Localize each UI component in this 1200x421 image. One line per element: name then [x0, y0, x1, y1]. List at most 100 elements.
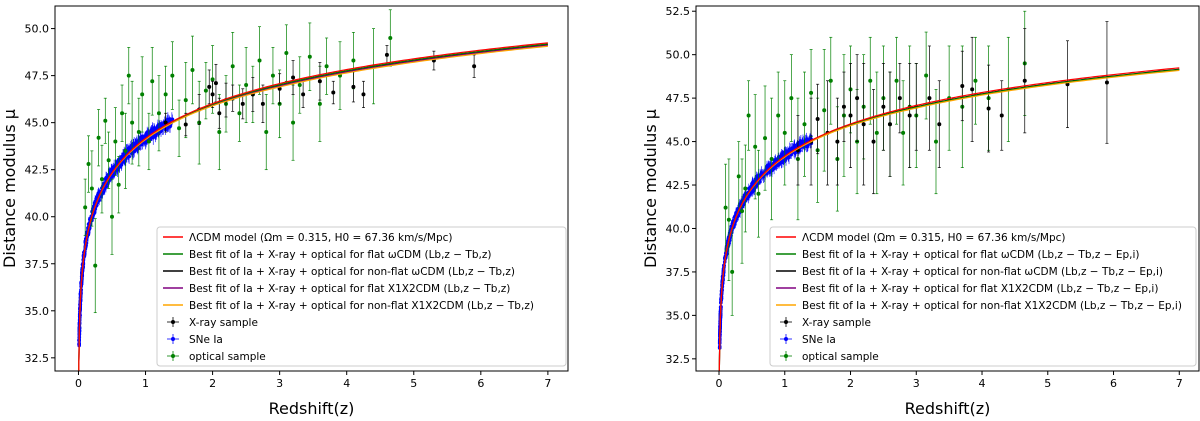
x-tick-label: 4 — [979, 377, 986, 390]
optical-point — [782, 130, 787, 135]
optical-point — [140, 92, 145, 97]
plot-area — [717, 10, 1180, 371]
legend: ΛCDM model (Ωm = 0.315, H0 = 67.36 km/s/… — [156, 226, 567, 367]
x-tick-label: 6 — [1110, 377, 1117, 390]
xray-point — [291, 75, 296, 80]
optical-point — [933, 139, 938, 144]
optical-point — [740, 209, 745, 214]
y-tick-label: 45.0 — [25, 117, 50, 130]
legend-entry-label: Best fit of Ia + X-ray + optical for non… — [802, 300, 1182, 312]
legend-swatch-marker — [784, 337, 788, 341]
optical-point — [113, 139, 118, 144]
x-tick-label: 2 — [847, 377, 854, 390]
xray-point — [472, 64, 477, 69]
optical-point — [284, 51, 289, 56]
optical-point — [726, 217, 731, 222]
legend-swatch-marker — [171, 337, 175, 341]
optical-point — [83, 205, 88, 210]
optical-point — [868, 78, 873, 83]
legend-entry-label: SNe Ia — [802, 334, 836, 346]
y-tick-label: 37.5 — [25, 258, 50, 271]
model-curve-1 — [718, 67, 1180, 371]
x-tick-label: 1 — [142, 377, 149, 390]
optical-point — [110, 214, 114, 219]
optical-point — [163, 92, 168, 97]
y-tick-label: 32.5 — [666, 353, 691, 366]
legend-swatch-marker — [171, 320, 175, 324]
y-tick-label: 42.5 — [25, 164, 50, 177]
x-tick-label: 2 — [209, 377, 216, 390]
x-tick-label: 3 — [276, 377, 283, 390]
x-tick-label: 5 — [1044, 377, 1051, 390]
optical-point — [264, 130, 269, 135]
optical-point — [156, 111, 161, 116]
optical-point — [210, 77, 215, 82]
sne-ia-point — [127, 154, 131, 159]
xray-point — [301, 92, 306, 97]
legend-entry-label: Best fit of Ia + X-ray + optical for fla… — [802, 283, 1158, 295]
y-tick-label: 32.5 — [25, 352, 50, 365]
y-tick-label: 45.0 — [666, 136, 691, 149]
xray-point — [351, 84, 356, 89]
xray-point — [970, 87, 975, 92]
xray-point — [907, 113, 912, 118]
legend-entry-label: SNe Ia — [189, 334, 223, 346]
x-tick-label: 0 — [75, 377, 82, 390]
legend: ΛCDM model (Ωm = 0.315, H0 = 67.36 km/s/… — [769, 226, 1197, 367]
sne-ia-point — [138, 136, 143, 140]
optical-point — [769, 156, 774, 161]
xray-point — [331, 90, 336, 95]
optical-point — [146, 139, 151, 144]
optical-point — [756, 191, 761, 196]
sne-ia-point — [136, 139, 140, 143]
y-tick-label: 40.0 — [666, 222, 691, 235]
optical-point — [136, 130, 141, 135]
optical-point — [116, 182, 121, 187]
y-tick-label: 47.5 — [25, 70, 50, 83]
optical-point — [736, 174, 741, 179]
xray-point — [277, 86, 282, 91]
xray-point — [384, 52, 389, 57]
xray-point — [240, 101, 245, 106]
y-tick-label: 35.0 — [25, 305, 50, 318]
legend-entry-label: optical sample — [802, 351, 879, 363]
sne-ia-point — [151, 127, 155, 132]
x-axis-label: Redshift(z) — [269, 399, 355, 418]
y-axis-label: Distance modulus μ — [641, 109, 660, 268]
chart-panel-2: 0 1 2 3 4 5 6 7 32.5 35.0 37.5 40.0 42.5 45.0 47.5 50.0… — [641, 5, 1200, 418]
optical-point — [150, 79, 155, 84]
axes-frame — [54, 5, 569, 372]
optical-point — [203, 88, 208, 93]
optical-point — [874, 130, 879, 135]
optical-point — [291, 120, 296, 125]
x-tick-label: 1 — [781, 377, 788, 390]
xray-point — [871, 139, 876, 144]
y-tick-label: 35.0 — [666, 309, 691, 322]
legend-entry-label: Best fit of Ia + X-ray + optical for non… — [802, 266, 1163, 278]
sne-ia-point — [127, 146, 131, 151]
x-axis-label: Redshift(z) — [905, 399, 991, 418]
optical-point — [388, 35, 393, 40]
y-tick-label: 40.0 — [25, 211, 50, 224]
xray-point — [835, 139, 840, 144]
sne-ia-point — [103, 177, 108, 181]
xray-point — [1022, 78, 1027, 83]
optical-point — [822, 108, 827, 113]
optical-point — [776, 113, 781, 118]
optical-point — [973, 78, 978, 83]
optical-point — [297, 83, 302, 88]
y-tick-label: 50.0 — [25, 23, 50, 36]
x-tick-label: 4 — [343, 377, 350, 390]
xray-point — [207, 84, 212, 89]
plot-area — [77, 9, 548, 371]
optical-point — [123, 148, 128, 153]
optical-point — [723, 205, 728, 210]
axes-frame — [695, 5, 1200, 372]
legend-frame — [769, 226, 1197, 367]
chart-panel-1: 0 1 2 3 4 5 6 7 32.5 35.0 37.5 40.0 42.5 45.0 47.5 50.0… — [0, 5, 569, 418]
sne-ia-point — [750, 181, 754, 186]
optical-point — [96, 135, 101, 140]
xray-sample-points — [795, 21, 1109, 195]
legend-entry-label: ΛCDM model (Ωm = 0.315, H0 = 67.36 km/s/… — [189, 232, 452, 244]
